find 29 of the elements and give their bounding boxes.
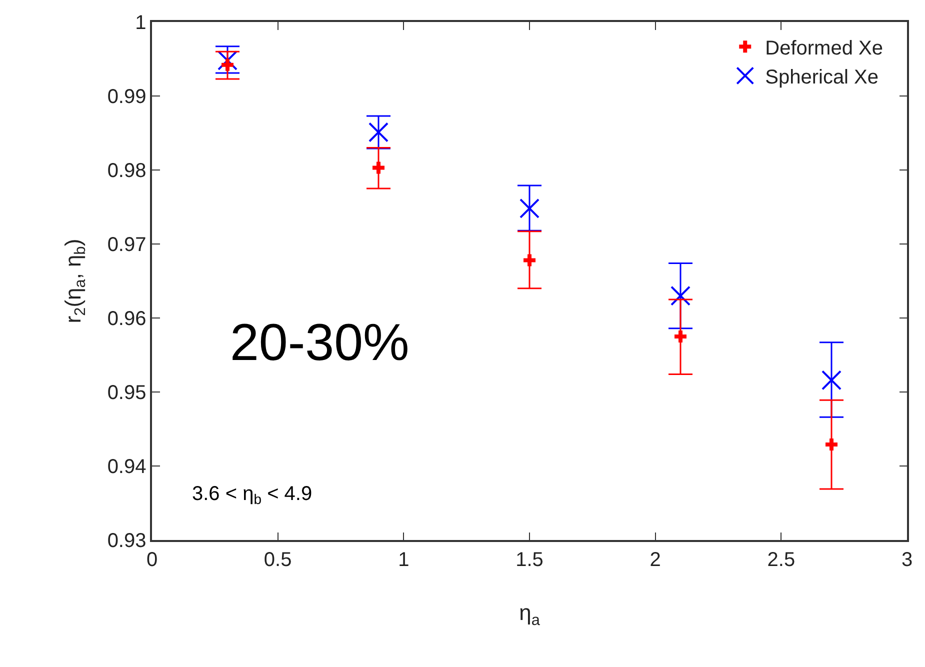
point	[520, 198, 540, 218]
y-tick-label: 0.97	[107, 234, 146, 256]
legend-label: Deformed Xe	[765, 37, 883, 60]
y-tick-label: 0.99	[107, 86, 146, 108]
x-tick-label: 0.5	[264, 548, 292, 571]
x-tick-label: 1	[398, 548, 410, 571]
x-tick-label: 2.5	[767, 548, 796, 571]
y-tick-label: 0.98	[107, 160, 146, 182]
point	[826, 438, 838, 451]
x-tick-label: 0	[146, 548, 158, 571]
y-tick-label: 0.94	[107, 456, 146, 478]
point	[222, 58, 234, 71]
x-tick-label: 1.5	[516, 548, 544, 571]
point	[674, 330, 686, 342]
point	[822, 370, 842, 390]
x-axis-title: η$_{a}$	[519, 600, 540, 629]
y-tick-label: 0.95	[107, 382, 146, 404]
y-tick-label: 0.96	[107, 308, 146, 330]
annotation: 3.6 < η$_{b}$ < 4.9	[192, 483, 312, 508]
point	[524, 254, 536, 266]
y-tick-label: 0.93	[107, 530, 146, 552]
annotation: 20-30%	[230, 314, 410, 372]
legend-label: Spherical Xe	[765, 66, 879, 88]
point	[368, 122, 388, 142]
y-tick-label: 1	[135, 12, 146, 34]
point	[372, 162, 384, 174]
x-tick-label: 2	[650, 548, 661, 571]
point	[670, 286, 690, 306]
x-tick-label: 3	[901, 548, 913, 571]
